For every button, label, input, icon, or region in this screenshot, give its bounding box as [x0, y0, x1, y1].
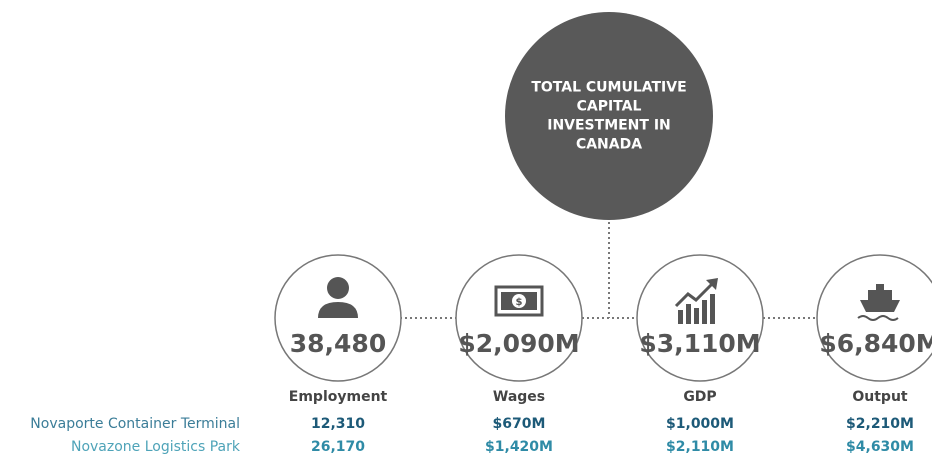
metric-label: Employment [289, 389, 388, 405]
metric-label: Wages [493, 389, 545, 405]
metric-value: $1,000M [666, 416, 734, 432]
center-circle [505, 12, 713, 220]
icon-person [318, 277, 358, 318]
metric-total: $6,840M [819, 329, 932, 358]
metric-value: $2,110M [666, 439, 734, 455]
center-title: TOTAL CUMULATIVE [531, 80, 686, 96]
metric-label: Output [852, 389, 908, 405]
metric-total: 38,480 [290, 329, 386, 358]
metric-total: $2,090M [458, 329, 579, 358]
icon-banknote: $ [494, 285, 544, 317]
metric-total: $3,110M [639, 329, 760, 358]
icon-ship [857, 284, 900, 321]
metric-value: 12,310 [311, 416, 365, 432]
center-title: CAPITAL [577, 99, 642, 115]
metric-label: GDP [683, 389, 716, 405]
row-label: Novazone Logistics Park [71, 439, 241, 455]
row-label: Novaporte Container Terminal [30, 416, 240, 432]
metric-value: $4,630M [846, 439, 914, 455]
metric-circle [455, 254, 583, 382]
metric-value: $670M [493, 416, 546, 432]
icon-chart [674, 278, 718, 324]
metric-value: $1,420M [485, 439, 553, 455]
center-title: INVESTMENT IN [547, 118, 671, 134]
metric-circle [636, 254, 764, 382]
metric-value: 26,170 [311, 439, 365, 455]
metric-circle [816, 254, 932, 382]
svg-text:$: $ [516, 297, 523, 308]
metric-value: $2,210M [846, 416, 914, 432]
center-title: CANADA [576, 137, 642, 153]
